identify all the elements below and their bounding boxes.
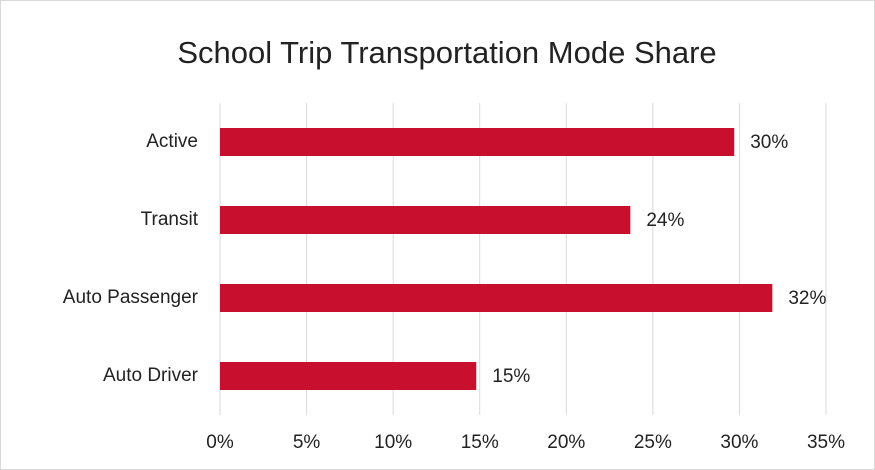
- data-label: 32%: [788, 288, 826, 309]
- data-label: 15%: [492, 366, 530, 387]
- y-tick-label: Auto Driver: [103, 365, 199, 386]
- y-tick-label: Transit: [141, 209, 199, 230]
- x-tick-label: 5%: [293, 432, 321, 453]
- x-tick-label: 35%: [807, 432, 845, 453]
- bar: [220, 128, 735, 156]
- chart-title: School Trip Transportation Mode Share: [177, 35, 716, 70]
- x-tick-label: 10%: [374, 432, 412, 453]
- x-tick-label: 15%: [461, 432, 499, 453]
- x-tick-label: 25%: [634, 432, 672, 453]
- bar: [220, 362, 477, 390]
- data-label: 30%: [750, 132, 788, 153]
- data-label: 24%: [646, 210, 684, 231]
- bar: [220, 284, 773, 312]
- x-tick-label: 20%: [547, 432, 585, 453]
- y-tick-label: Auto Passenger: [63, 287, 199, 308]
- x-tick-label: 0%: [206, 432, 234, 453]
- y-tick-label: Active: [146, 131, 198, 152]
- bar: [220, 206, 631, 234]
- x-tick-label: 30%: [720, 432, 758, 453]
